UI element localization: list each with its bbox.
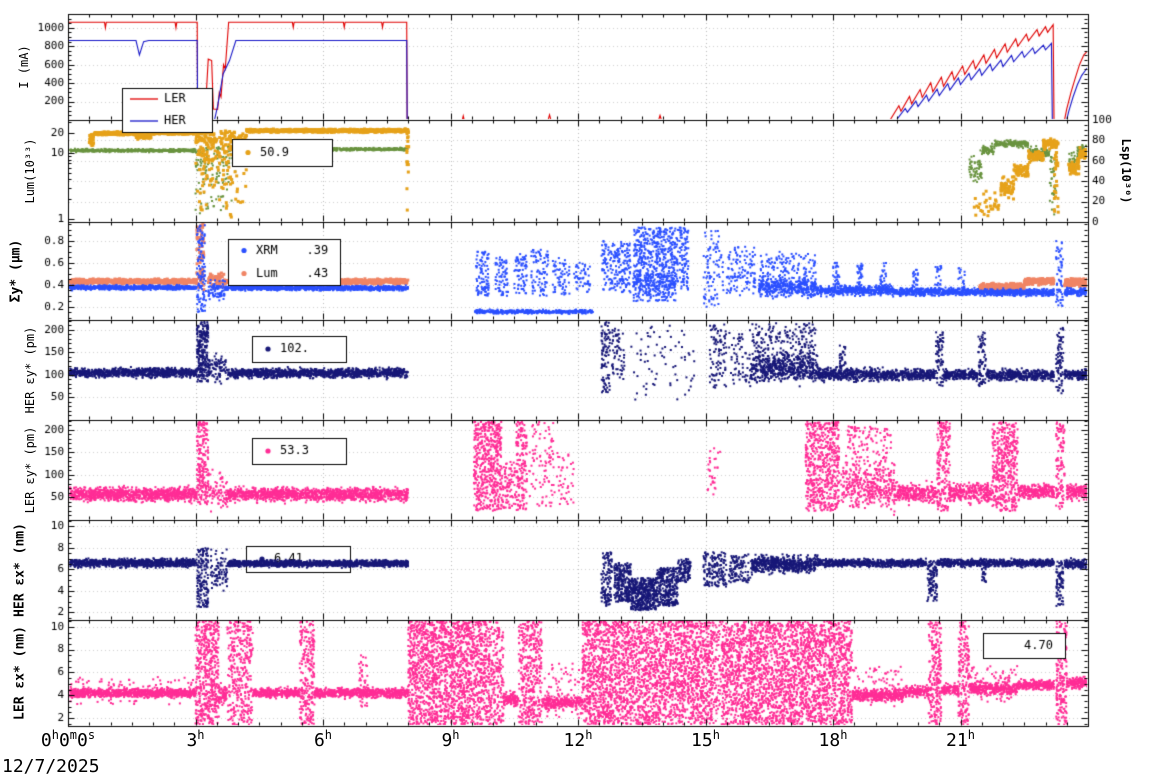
x-axis-tick-label: 15h (691, 728, 720, 751)
y-axis-label-panel-3: Σy* (µm) (8, 239, 24, 303)
x-axis-tick-label: 0h0m0s (40, 728, 96, 751)
y-axis-label-panel-4: HER εy* (pm) (23, 326, 37, 414)
x-axis-tick-label: 3h (186, 728, 205, 751)
right-axis-label: Lsp(10³⁰) (1119, 138, 1133, 204)
y-axis-label-panel-6: HER εx* (nm) (12, 523, 28, 617)
y-axis-label-panel-7: LER εx* (nm) (12, 626, 28, 720)
x-axis-tick-label: 18h (818, 728, 848, 751)
y-axis-label-panel-5: LER εy* (pm) (23, 426, 37, 514)
x-axis-tick-label: 21h (946, 728, 975, 751)
y-axis-label-panel-1: I (mA) (17, 45, 31, 89)
x-axis-tick-label: 9h (441, 728, 460, 751)
date-label: 12/7/2025 (2, 756, 100, 777)
x-axis-tick-label: 6h (313, 728, 333, 751)
x-axis-tick-label: 12h (563, 728, 593, 751)
y-axis-label-panel-2: Lum(10³³) (23, 138, 37, 204)
